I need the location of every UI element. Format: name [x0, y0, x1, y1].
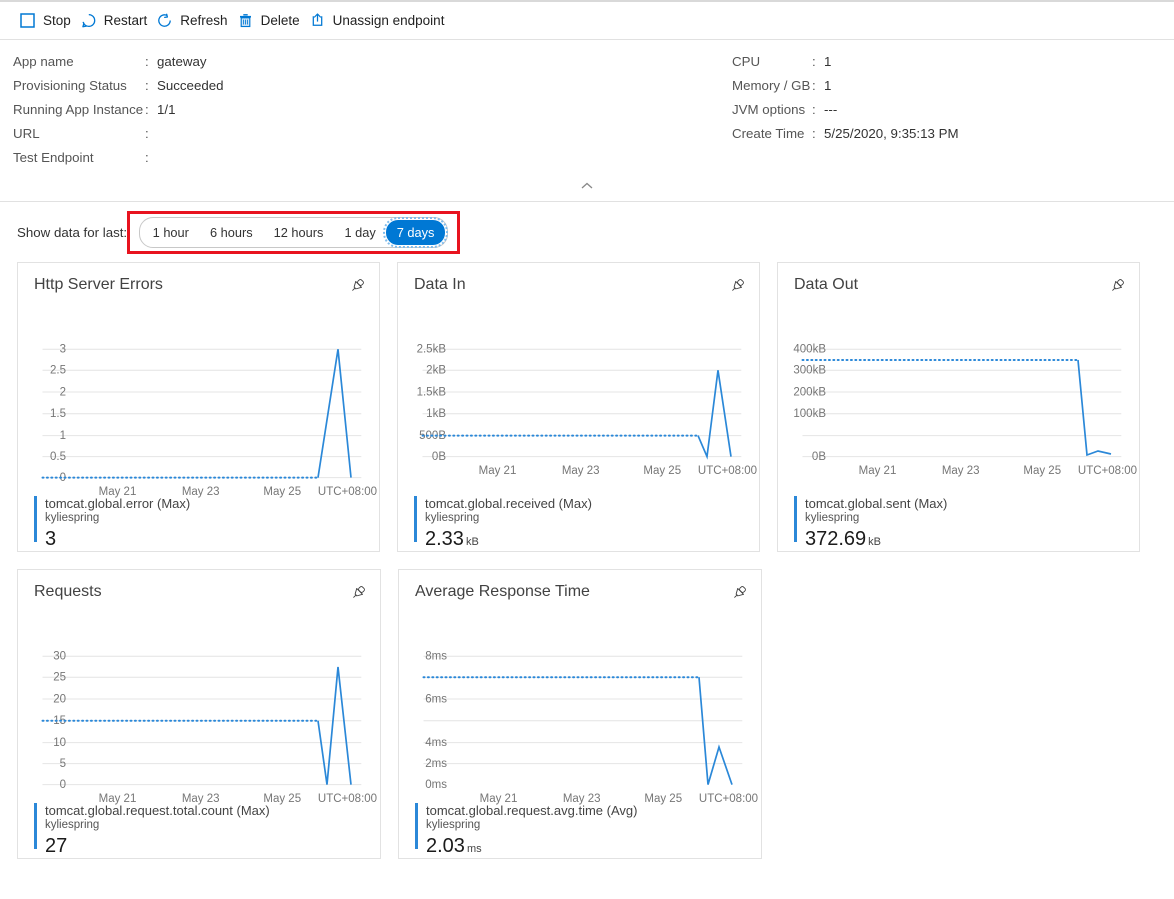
svg-text:0: 0: [60, 779, 66, 791]
svg-text:May 21: May 21: [479, 465, 517, 477]
svg-text:20: 20: [53, 693, 66, 705]
svg-text:1.5kB: 1.5kB: [417, 386, 447, 398]
svg-text:1.5: 1.5: [50, 408, 66, 420]
svg-text:0B: 0B: [432, 451, 446, 463]
svg-text:May 23: May 23: [942, 465, 980, 477]
svg-text:10: 10: [53, 737, 66, 749]
svg-text:1: 1: [60, 430, 66, 442]
svg-text:5: 5: [60, 758, 66, 770]
svg-text:May 23: May 23: [562, 465, 600, 477]
svg-text:May 25: May 25: [1023, 465, 1061, 477]
svg-text:2.5: 2.5: [50, 365, 66, 377]
svg-text:May 25: May 25: [643, 465, 681, 477]
svg-text:3: 3: [60, 344, 66, 356]
svg-text:0.5: 0.5: [50, 451, 66, 463]
svg-text:200kB: 200kB: [793, 386, 826, 398]
svg-text:2.5kB: 2.5kB: [417, 344, 447, 356]
svg-text:UTC+08:00: UTC+08:00: [1078, 465, 1137, 477]
svg-text:8ms: 8ms: [425, 651, 447, 663]
svg-text:100kB: 100kB: [793, 408, 826, 420]
svg-text:2ms: 2ms: [425, 758, 447, 770]
svg-text:UTC+08:00: UTC+08:00: [698, 465, 757, 477]
svg-text:6ms: 6ms: [425, 693, 447, 705]
svg-text:400kB: 400kB: [793, 344, 826, 356]
svg-text:0B: 0B: [812, 451, 826, 463]
svg-text:2: 2: [60, 386, 66, 398]
svg-text:30: 30: [53, 651, 66, 663]
svg-text:25: 25: [53, 672, 66, 684]
svg-text:2kB: 2kB: [426, 365, 446, 377]
svg-text:4ms: 4ms: [425, 737, 447, 749]
svg-text:0ms: 0ms: [425, 779, 447, 791]
svg-text:1kB: 1kB: [426, 408, 446, 420]
svg-text:300kB: 300kB: [793, 365, 826, 377]
svg-text:May 21: May 21: [859, 465, 897, 477]
